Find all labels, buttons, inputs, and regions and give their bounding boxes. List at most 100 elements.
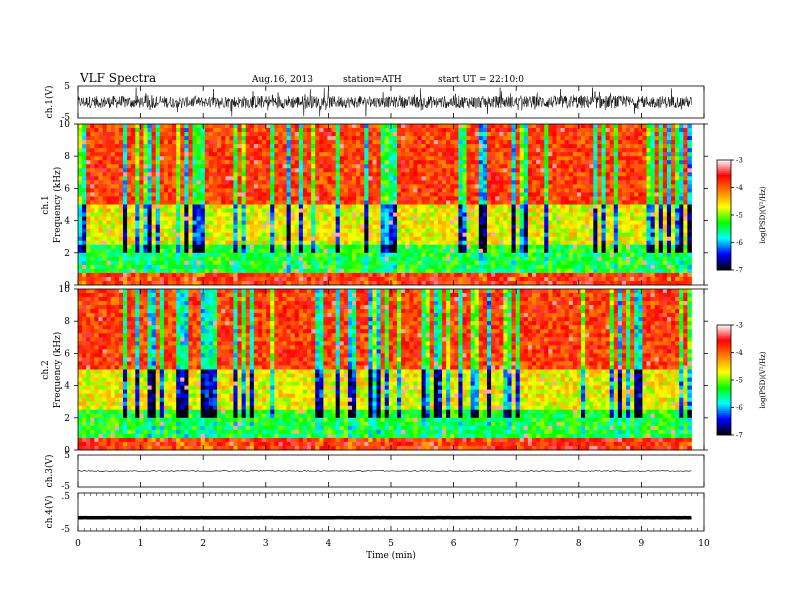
- spectrogram-cell: [347, 128, 353, 133]
- spectrogram-cell: [364, 208, 369, 213]
- spectrogram-cell: [548, 224, 553, 230]
- spectrogram-cell: [478, 132, 484, 137]
- spectrogram-cell: [634, 152, 639, 157]
- spectrogram-cell: [331, 232, 337, 238]
- spectrogram-cell: [642, 240, 647, 246]
- spectrogram-cell: [392, 228, 398, 234]
- spectrogram-cell: [110, 188, 116, 193]
- spectrogram-cell: [331, 172, 337, 177]
- spectrogram-cell: [127, 204, 132, 209]
- spectrogram-cell: [671, 180, 676, 185]
- spectrogram-cell: [626, 152, 631, 157]
- spectrogram-cell: [282, 144, 287, 149]
- spectrogram-cell: [139, 172, 144, 177]
- spectrogram-cell: [172, 236, 177, 242]
- spectrogram-cell: [323, 188, 328, 193]
- spectrogram-cell: [245, 172, 251, 177]
- spectrogram-cell: [143, 208, 148, 213]
- spectrogram-cell: [568, 216, 574, 221]
- spectrogram-cell: [167, 212, 173, 217]
- spectrogram-cell: [78, 152, 83, 157]
- spectrogram-cell: [176, 228, 181, 234]
- spectrogram-cell: [127, 128, 132, 133]
- spectrogram-cell: [666, 168, 672, 173]
- spectrogram-cell: [384, 216, 390, 221]
- spectrogram-cell: [294, 164, 300, 169]
- spectrogram-cell: [437, 124, 443, 129]
- spectrogram-cell: [118, 160, 124, 165]
- spectrogram-cell: [589, 168, 594, 173]
- spectrogram-cell: [646, 224, 651, 230]
- spectrogram-cell: [421, 176, 427, 181]
- spectrogram-cell: [307, 136, 312, 141]
- spectrogram-cell: [196, 164, 202, 169]
- spectrogram-cell: [515, 132, 521, 137]
- spectrogram-cell: [98, 200, 103, 205]
- spectrogram-cell: [650, 244, 656, 250]
- spectrogram-cell: [347, 148, 353, 153]
- spectrogram-cell: [86, 140, 91, 145]
- spectrogram-cell: [343, 224, 349, 230]
- spectrogram-cell: [650, 128, 656, 133]
- spectrogram-cell: [568, 128, 574, 133]
- spectrogram-cell: [576, 192, 582, 197]
- spectrogram-cell: [507, 208, 512, 213]
- spectrogram-cell: [302, 204, 308, 209]
- spectrogram-cell: [433, 240, 439, 246]
- spectrogram-cell: [331, 192, 337, 197]
- spectrogram-cell: [147, 152, 153, 157]
- spectrogram-cell: [311, 132, 316, 137]
- spectrogram-cell: [384, 132, 390, 137]
- spectrogram-cell: [683, 152, 688, 157]
- spectrogram-cell: [229, 132, 234, 137]
- spectrogram-cell: [388, 192, 394, 197]
- spectrogram-cell: [245, 200, 251, 205]
- spectrogram-cell: [576, 132, 582, 137]
- spectrogram-cell: [323, 176, 328, 181]
- spectrogram-cell: [127, 216, 132, 221]
- spectrogram-cell: [266, 136, 271, 141]
- spectrogram-cell: [442, 208, 447, 213]
- spectrogram-cell: [650, 168, 656, 173]
- spectrogram-cell: [556, 220, 561, 226]
- spectrogram-cell: [384, 184, 390, 189]
- spectrogram-cell: [593, 140, 598, 145]
- spectrogram-cell: [634, 220, 639, 226]
- spectrogram-cell: [339, 252, 345, 258]
- spectrogram-cell: [127, 200, 132, 205]
- spectrogram-cell: [229, 160, 234, 165]
- spectrogram-cell: [679, 232, 684, 238]
- spectrogram-cell: [90, 252, 95, 258]
- spectrogram-cell: [335, 192, 341, 197]
- spectrogram-cell: [143, 124, 148, 129]
- spectrogram-cell: [417, 240, 422, 246]
- spectrogram-cell: [352, 144, 357, 149]
- spectrogram-cell: [527, 196, 533, 201]
- spectrogram-cell: [360, 236, 365, 242]
- spectrogram-cell: [458, 232, 463, 238]
- spectrogram-cell: [249, 160, 255, 165]
- spectrogram-cell: [429, 240, 435, 246]
- spectrogram-cell: [270, 188, 275, 193]
- spectrogram-cell: [347, 140, 353, 145]
- spectrogram-cell: [274, 192, 279, 197]
- spectrogram-cell: [290, 216, 296, 221]
- spectrogram-cell: [167, 204, 173, 209]
- spectrogram-cell: [364, 160, 369, 165]
- spectrogram-cell: [184, 192, 189, 197]
- spectrogram-cell: [470, 212, 476, 217]
- spectrogram-cell: [294, 244, 300, 250]
- spectrogram-cell: [568, 240, 574, 246]
- spectrogram-cell: [540, 180, 545, 185]
- spectrogram-cell: [188, 256, 193, 262]
- spectrogram-cell: [397, 208, 402, 213]
- spectrogram-cell: [82, 144, 87, 149]
- spectrogram-cell: [217, 176, 222, 181]
- spectrogram-cell: [552, 208, 557, 213]
- spectrogram-cell: [536, 180, 541, 185]
- spectrogram-cell: [576, 136, 582, 141]
- spectrogram-cell: [401, 200, 406, 205]
- spectrogram-cell: [311, 196, 316, 201]
- spectrogram-cell: [401, 216, 406, 221]
- spectrogram-cell: [515, 236, 521, 242]
